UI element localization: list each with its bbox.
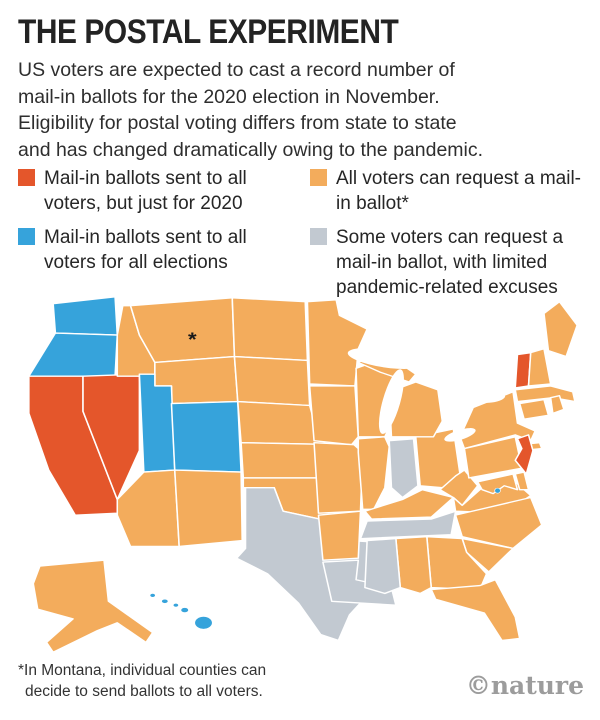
us-choropleth-map: * [20, 290, 586, 660]
page-title: THE POSTAL EXPERIMENT [18, 13, 399, 51]
orange-swatch-icon [310, 169, 327, 186]
intro-line: Eligibility for postal voting differs fr… [18, 112, 457, 134]
state-MS [364, 537, 402, 595]
lake [378, 369, 404, 434]
state-UT [138, 373, 176, 473]
state-ND [231, 297, 309, 362]
footnote: *In Montana, individual counties can dec… [18, 660, 266, 702]
lake [424, 372, 452, 388]
state-HI [161, 598, 169, 604]
state-NM [173, 469, 243, 548]
intro-line: mail-in ballots for the 2020 election in… [18, 85, 440, 108]
state-MO [313, 442, 364, 514]
state-CT [518, 398, 550, 420]
legend-item-sent-all-2020: Mail-in ballots sent to all voters, but … [18, 166, 310, 216]
state-MD [476, 473, 519, 495]
state-NC [454, 496, 543, 550]
legend-label: Mail-in ballots sent to all voters for a… [44, 227, 247, 273]
legend-label: Mail-in ballots sent to all voters, but … [44, 168, 247, 214]
state-NH [527, 348, 552, 387]
state-FL [430, 579, 521, 642]
gray-swatch-icon [310, 228, 327, 245]
state-TN [359, 510, 457, 540]
state-MN [306, 299, 368, 387]
nature-credit-logo: ©nature [465, 671, 584, 700]
us-map-svg: * [28, 296, 578, 653]
lake [444, 428, 476, 442]
legend: Mail-in ballots sent to all voters, but … [18, 166, 596, 300]
state-HI [172, 602, 180, 608]
intro-line: and has changed dramatically owing to th… [18, 138, 484, 161]
legend-label: All voters can request a mail-in ballot* [336, 168, 581, 214]
state-MA [514, 385, 576, 403]
footnote-line: *In Montana, individual counties can [18, 662, 267, 679]
lake [476, 392, 506, 403]
montana-asterisk: * [188, 329, 198, 351]
legend-label: Some voters can request a mail-in ballot… [336, 227, 564, 298]
state-AR [317, 510, 362, 561]
state-SD [233, 355, 311, 407]
state-NJ [514, 434, 534, 475]
state-HI [194, 616, 213, 630]
state-IN [388, 438, 419, 499]
state-ME [543, 301, 578, 358]
state-RI [549, 395, 565, 415]
lake [347, 348, 422, 369]
state-HI [149, 593, 156, 598]
state-OR [28, 332, 119, 377]
state-IL [357, 436, 391, 510]
state-CO [170, 400, 242, 473]
state-IA [308, 385, 360, 446]
legend-item-request-excuse: Some voters can request a mail-in ballot… [310, 225, 593, 300]
red-swatch-icon [18, 169, 35, 186]
footnote-line: decide to send ballots to all voters. [25, 683, 263, 700]
blue-swatch-icon [18, 228, 35, 245]
intro-line: US voters are expected to cast a record … [18, 59, 455, 81]
state-AK [32, 559, 154, 653]
intro-text: US voters are expected to cast a record … [18, 57, 596, 163]
legend-item-request-all: All voters can request a mail-in ballot* [310, 166, 593, 216]
legend-item-sent-all-always: Mail-in ballots sent to all voters for a… [18, 225, 310, 300]
state-AZ [116, 469, 180, 548]
state-AL [395, 535, 433, 595]
state-DE [514, 471, 530, 491]
state-MI [388, 381, 444, 438]
state-DC [494, 487, 501, 494]
state-HI [180, 607, 189, 613]
state-WA [52, 296, 119, 336]
